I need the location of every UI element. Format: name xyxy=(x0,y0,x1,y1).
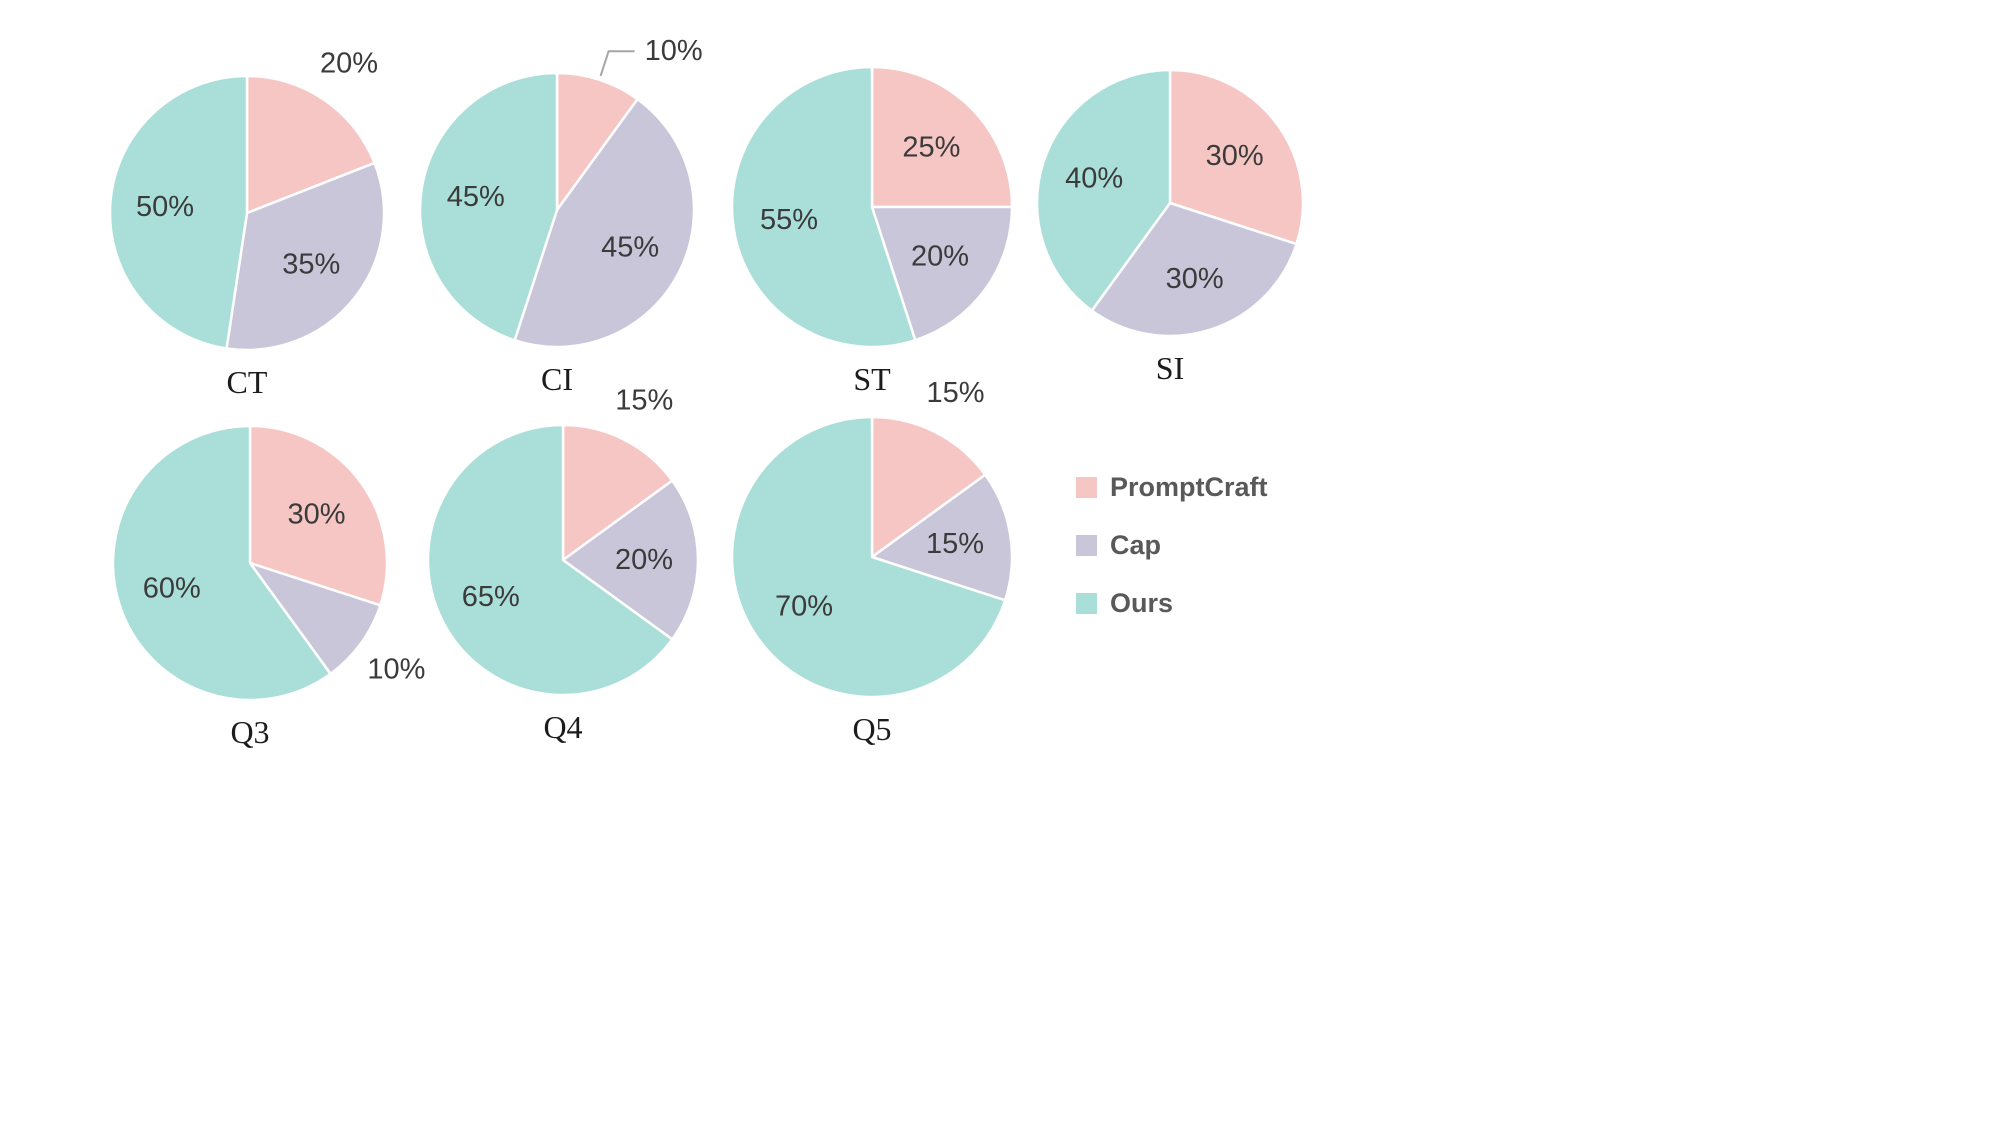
slice-label: 20% xyxy=(615,544,673,576)
slice-label: 15% xyxy=(615,385,673,417)
pie-si: 30% 30% 40% xyxy=(1035,68,1305,338)
slice-label: 70% xyxy=(775,590,833,622)
pie-title-si: SI xyxy=(1155,350,1185,386)
slice-label: 40% xyxy=(1065,162,1123,194)
pie-slice-ours xyxy=(730,65,917,349)
pie-title-ci: CI xyxy=(541,361,573,397)
slice-label: 20% xyxy=(320,48,378,80)
pie-slice-promptcraft xyxy=(245,74,376,215)
slice-label: 35% xyxy=(282,248,340,280)
pie-slice-cap xyxy=(561,479,700,641)
legend-label: Ours xyxy=(1110,588,1174,618)
slice-label: 15% xyxy=(926,528,984,560)
slice-label: 30% xyxy=(1206,140,1264,172)
pie-slice-promptcraft xyxy=(870,415,987,559)
pie-slice-cap xyxy=(225,161,386,352)
slice-label: 10% xyxy=(367,653,425,685)
pie-slice-cap xyxy=(870,205,1014,342)
pie-slice-promptcraft xyxy=(555,71,639,212)
slice-label: 30% xyxy=(287,499,345,531)
pie-slice-promptcraft xyxy=(1168,68,1305,246)
pie-title-q5: Q5 xyxy=(852,711,892,747)
slice-label: 20% xyxy=(911,240,969,272)
legend-item: PromptCraft xyxy=(1076,474,1268,501)
pie-slice-ours xyxy=(418,71,559,342)
pie-q5: 15% 15% 70% xyxy=(730,377,1014,699)
slice-label: 10% xyxy=(645,35,703,67)
leader-line xyxy=(599,50,635,77)
pie-ci: 10% 45% 45% xyxy=(418,35,703,349)
slice-label: 65% xyxy=(462,581,520,613)
pie-q4: 15% 20% 65% xyxy=(426,385,700,697)
pie-title-q4: Q4 xyxy=(543,709,583,745)
legend: PromptCraft Cap Ours xyxy=(1076,474,1268,617)
slice-label: 15% xyxy=(926,377,984,409)
legend-item: Cap xyxy=(1076,532,1268,559)
legend-swatch xyxy=(1076,535,1097,556)
pie-slice-ours xyxy=(730,415,1007,699)
legend-swatch xyxy=(1076,593,1097,614)
legend-label: Cap xyxy=(1110,530,1162,560)
legend-swatch xyxy=(1076,477,1097,498)
pie-slice-ours xyxy=(426,423,674,697)
pie-q3: 30% 10% 60% xyxy=(111,424,425,702)
pie-slice-ours xyxy=(1035,68,1172,312)
legend-label: PromptCraft xyxy=(1110,472,1268,502)
pie-slice-cap xyxy=(248,561,382,676)
pie-title-st: ST xyxy=(853,361,891,397)
pie-st: 25% 20% 55% xyxy=(730,65,1014,349)
pie-slice-ours xyxy=(111,424,332,702)
pie-slice-promptcraft xyxy=(248,424,389,607)
pie-slice-cap xyxy=(870,473,1014,602)
pie-slice-cap xyxy=(1090,201,1298,338)
pie-slice-promptcraft xyxy=(561,423,674,562)
pie-slice-promptcraft xyxy=(870,65,1014,209)
slice-label: 45% xyxy=(601,231,659,263)
slice-label: 45% xyxy=(447,181,505,213)
pie-slice-cap xyxy=(513,97,696,349)
slice-label: 30% xyxy=(1166,263,1224,295)
legend-item: Ours xyxy=(1076,590,1268,617)
pie-ct: 20% 35% 50% xyxy=(108,48,386,352)
pie-title-ct: CT xyxy=(226,364,268,400)
slice-label: 50% xyxy=(136,191,194,223)
slice-label: 55% xyxy=(760,204,818,236)
slice-label: 60% xyxy=(143,572,201,604)
pie-title-q3: Q3 xyxy=(230,714,270,750)
slice-label: 25% xyxy=(902,132,960,164)
pie-slice-ours xyxy=(108,74,249,350)
